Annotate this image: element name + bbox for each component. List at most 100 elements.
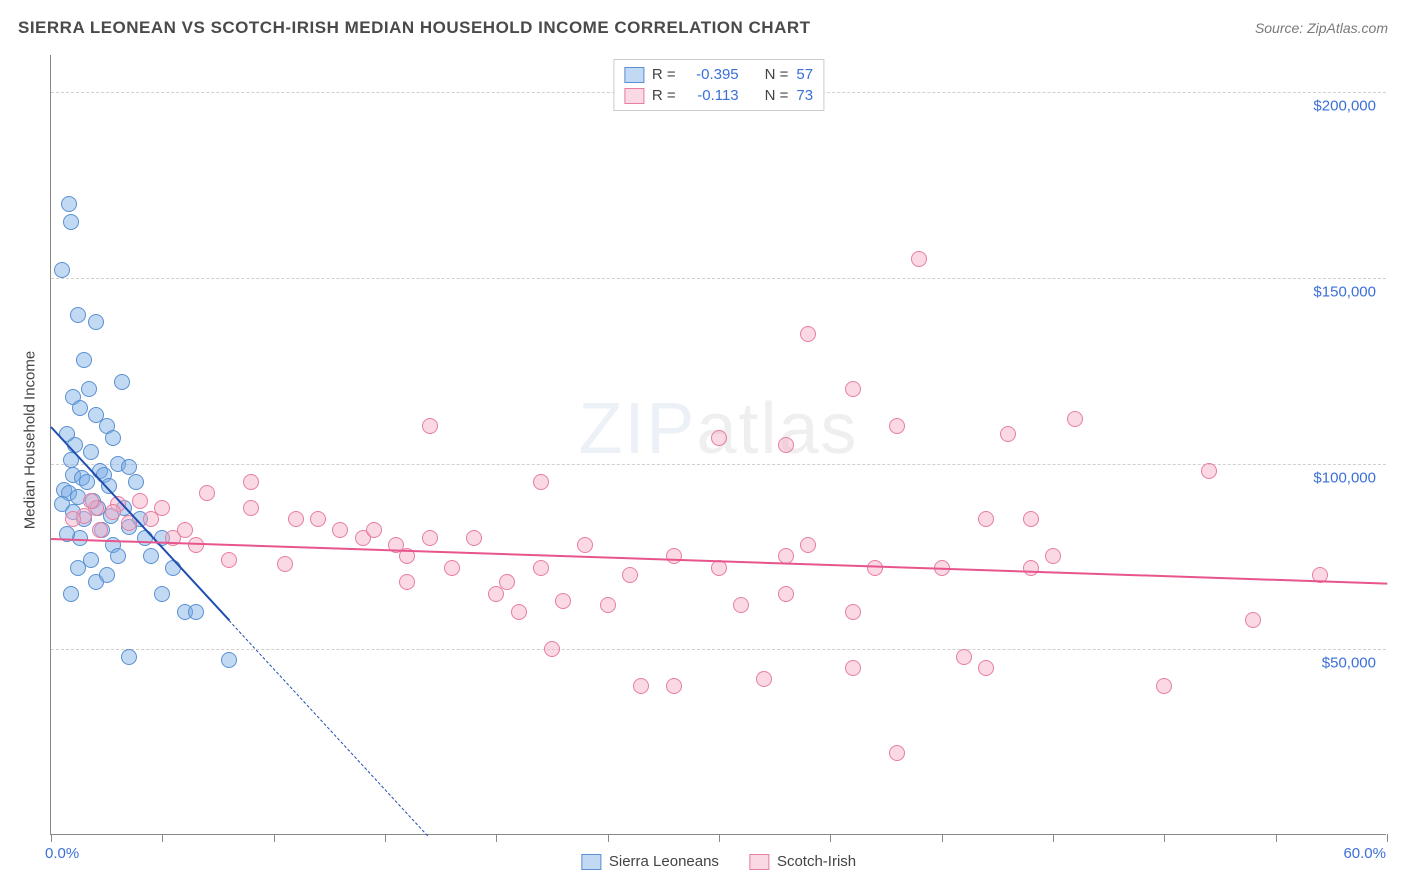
data-point (81, 381, 97, 397)
gridline-horizontal (51, 464, 1386, 465)
x-tick (274, 834, 275, 842)
data-point (63, 214, 79, 230)
gridline-horizontal (51, 649, 1386, 650)
data-point (154, 500, 170, 516)
legend-n-label: N = (765, 66, 789, 83)
y-tick-label: $50,000 (1322, 655, 1376, 672)
legend-swatch (624, 88, 644, 104)
data-point (243, 474, 259, 490)
legend-series-item: Sierra Leoneans (581, 853, 719, 870)
data-point (288, 511, 304, 527)
data-point (105, 430, 121, 446)
data-point (121, 459, 137, 475)
data-point (61, 196, 77, 212)
data-point (956, 649, 972, 665)
legend-series-label: Sierra Leoneans (609, 853, 719, 870)
data-point (666, 678, 682, 694)
data-point (778, 437, 794, 453)
data-point (633, 678, 649, 694)
data-point (466, 530, 482, 546)
x-tick (1276, 834, 1277, 842)
gridline-horizontal (51, 278, 1386, 279)
legend-stat-row: R =-0.113N =73 (624, 85, 813, 106)
data-point (188, 604, 204, 620)
x-tick (719, 834, 720, 842)
data-point (845, 660, 861, 676)
data-point (533, 560, 549, 576)
trend-line-extrapolated (229, 620, 428, 836)
x-axis-min-label: 0.0% (45, 845, 79, 862)
data-point (243, 500, 259, 516)
data-point (65, 511, 81, 527)
x-tick (608, 834, 609, 842)
data-point (199, 485, 215, 501)
data-point (1023, 511, 1039, 527)
legend-r-label: R = (652, 66, 676, 83)
y-tick-label: $200,000 (1313, 98, 1376, 115)
data-point (310, 511, 326, 527)
data-point (54, 262, 70, 278)
data-point (778, 586, 794, 602)
data-point (622, 567, 638, 583)
legend-series-item: Scotch-Irish (749, 853, 856, 870)
legend-stats-box: R = -0.395 N = 57R = -0.113 N = 73 (613, 59, 824, 111)
data-point (889, 745, 905, 761)
data-point (845, 381, 861, 397)
data-point (422, 418, 438, 434)
legend-swatch (624, 67, 644, 83)
legend-series-label: Scotch-Irish (777, 853, 856, 870)
legend-stat-row: R = -0.395 N = 57 (624, 64, 813, 85)
legend-n-value: 73 (796, 87, 813, 104)
data-point (366, 522, 382, 538)
data-point (332, 522, 348, 538)
data-point (128, 474, 144, 490)
data-point (88, 314, 104, 330)
data-point (154, 586, 170, 602)
x-tick (1164, 834, 1165, 842)
data-point (399, 574, 415, 590)
chart-title: SIERRA LEONEAN VS SCOTCH-IRISH MEDIAN HO… (18, 18, 811, 38)
source-label: Source: ZipAtlas.com (1255, 20, 1388, 36)
x-tick (51, 834, 52, 842)
data-point (1067, 411, 1083, 427)
y-tick-label: $100,000 (1313, 469, 1376, 486)
data-point (800, 326, 816, 342)
data-point (177, 522, 193, 538)
data-point (221, 552, 237, 568)
legend-r-value: -0.113 (684, 87, 739, 104)
data-point (188, 537, 204, 553)
x-tick (942, 834, 943, 842)
data-point (978, 660, 994, 676)
data-point (666, 548, 682, 564)
data-point (711, 430, 727, 446)
data-point (63, 586, 79, 602)
data-point (221, 652, 237, 668)
y-axis-title: Median Household Income (22, 351, 39, 529)
x-tick (830, 834, 831, 842)
data-point (800, 537, 816, 553)
y-tick-label: $150,000 (1313, 283, 1376, 300)
legend-n-value: 57 (796, 66, 813, 83)
legend-n-label: N = (765, 87, 789, 104)
data-point (499, 574, 515, 590)
legend-r-value: -0.395 (684, 66, 739, 83)
data-point (889, 418, 905, 434)
legend-swatch (581, 854, 601, 870)
data-point (422, 530, 438, 546)
x-axis-max-label: 60.0% (1343, 845, 1386, 862)
data-point (70, 560, 86, 576)
data-point (978, 511, 994, 527)
data-point (555, 593, 571, 609)
data-point (444, 560, 460, 576)
x-tick (1053, 834, 1054, 842)
data-point (121, 649, 137, 665)
x-tick (385, 834, 386, 842)
data-point (105, 504, 121, 520)
trend-line (51, 538, 1387, 585)
data-point (79, 474, 95, 490)
data-point (511, 604, 527, 620)
data-point (70, 307, 86, 323)
data-point (92, 522, 108, 538)
x-tick (162, 834, 163, 842)
data-point (544, 641, 560, 657)
